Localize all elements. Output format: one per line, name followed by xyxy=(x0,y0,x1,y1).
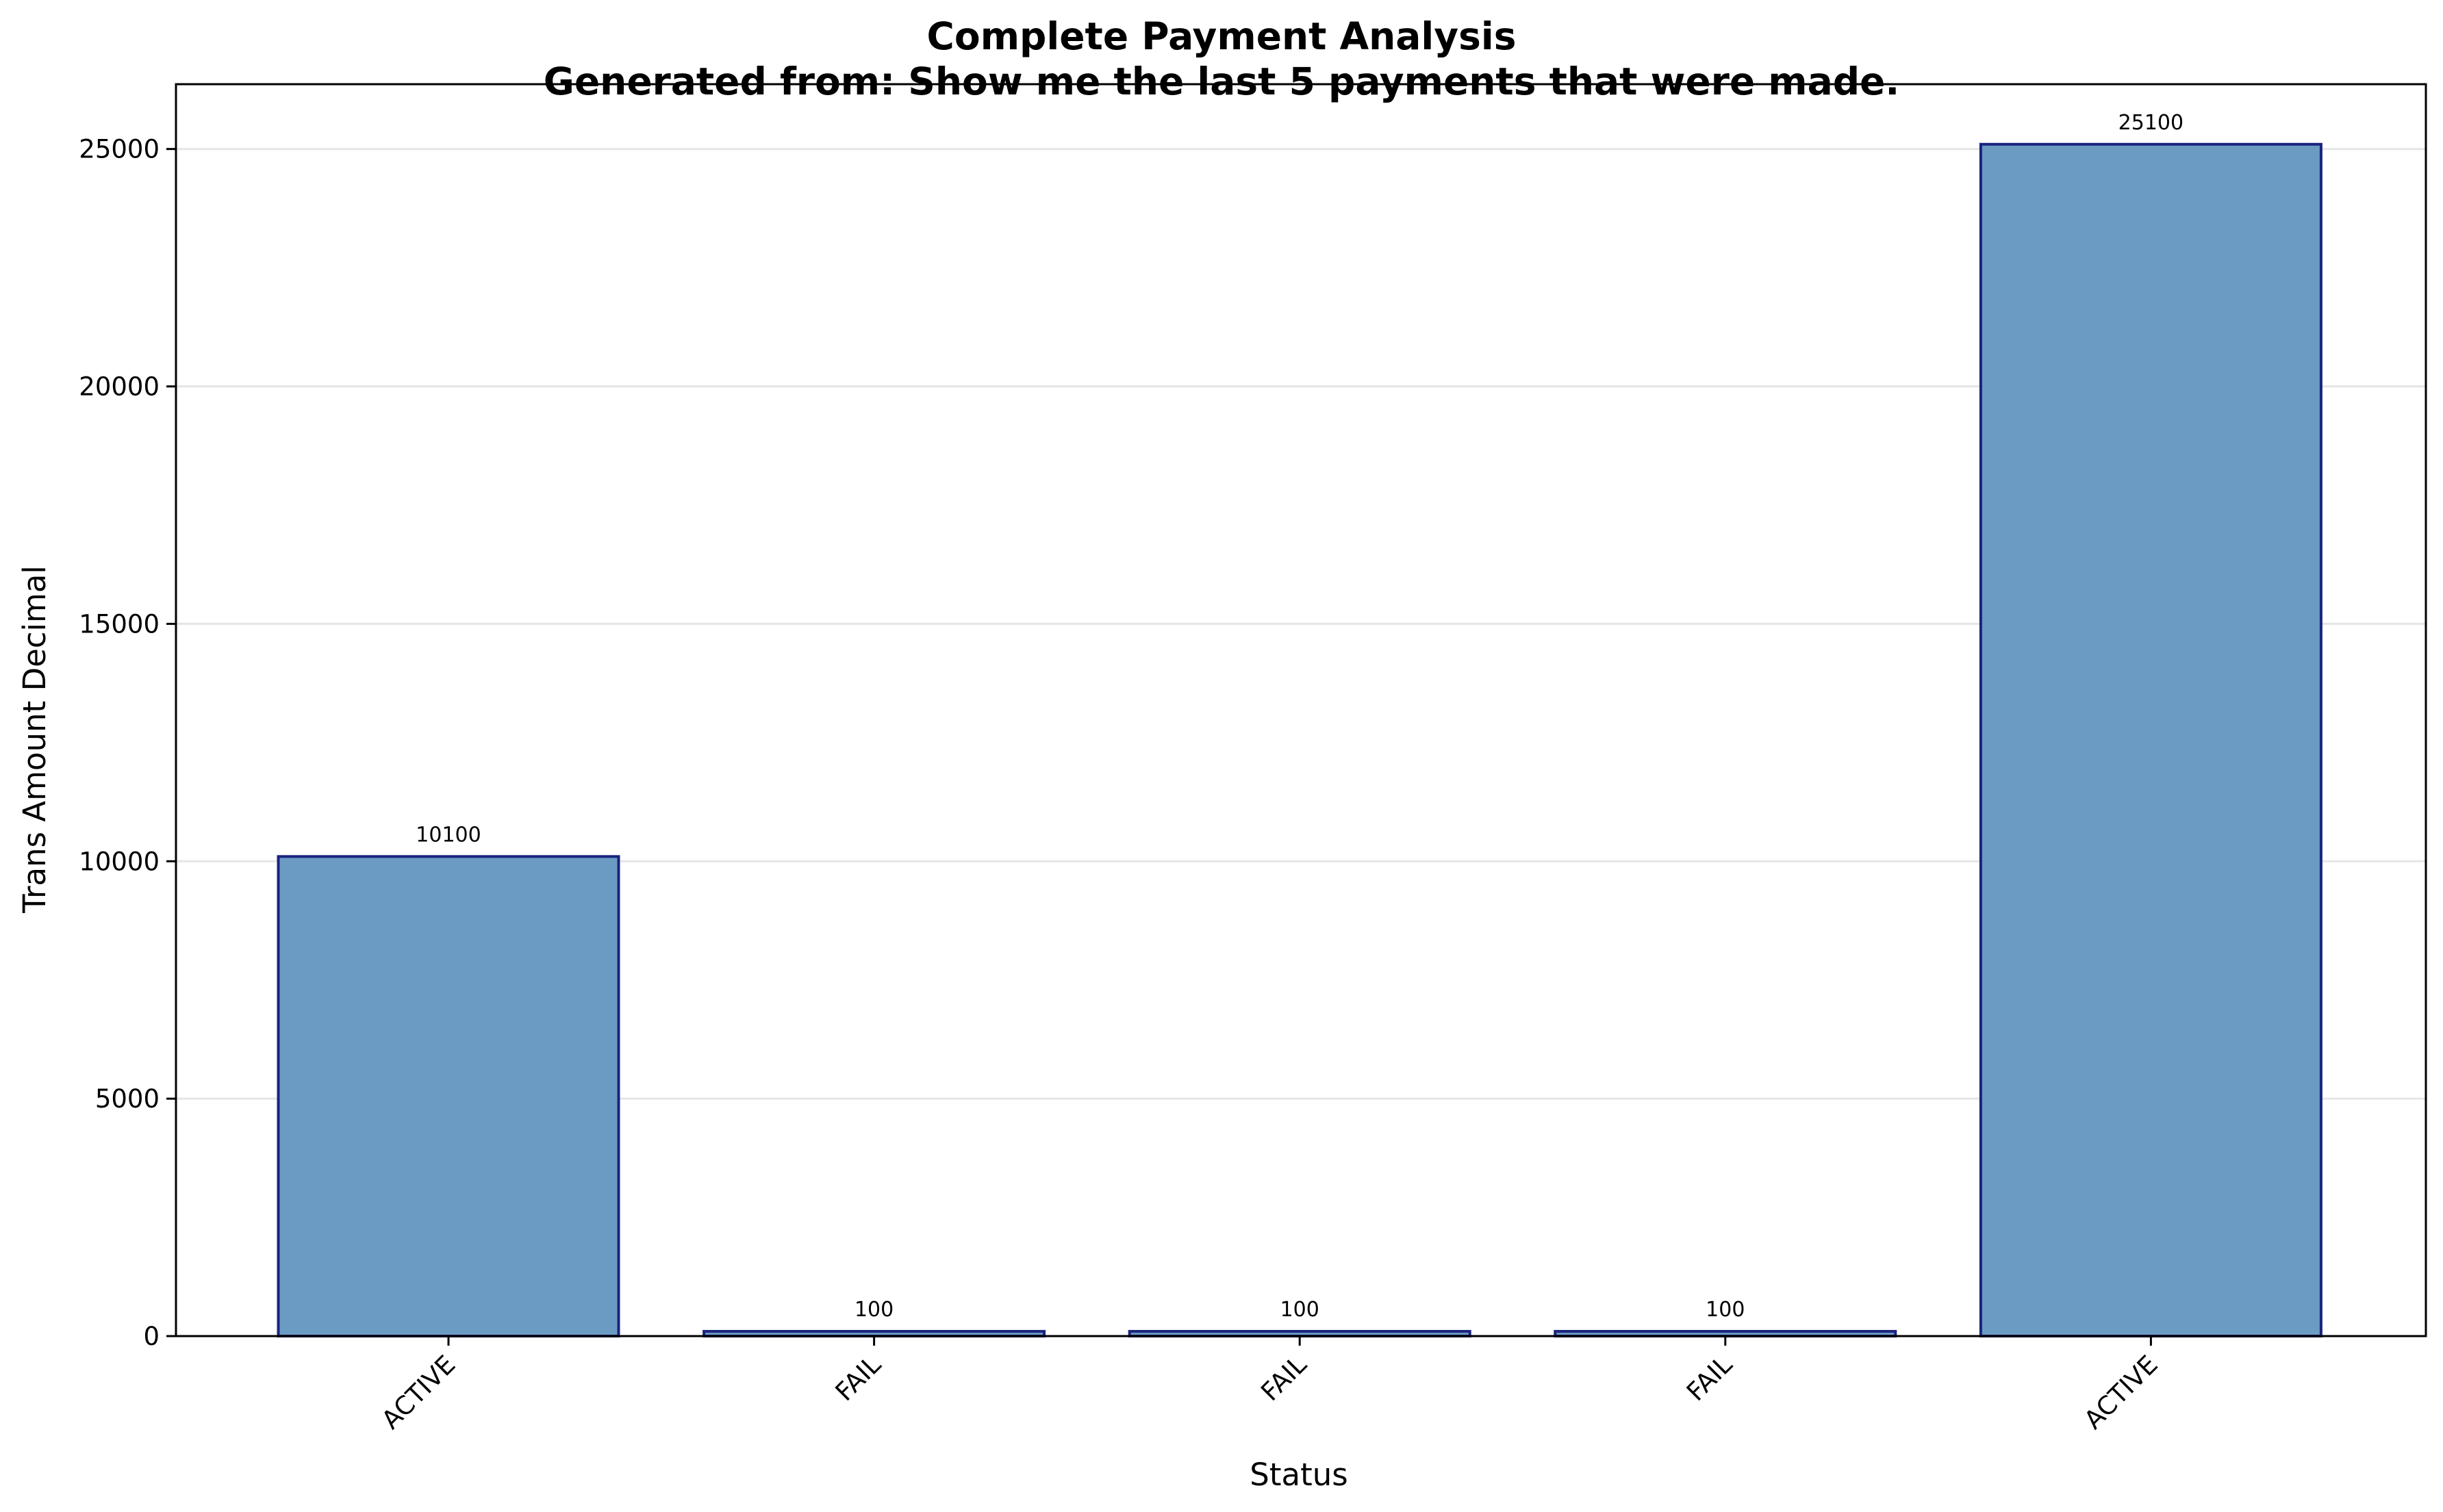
bar xyxy=(1979,142,2322,1337)
bar-data-label: 100 xyxy=(1280,1298,1319,1322)
x-axis-label: Status xyxy=(1250,1457,1347,1493)
y-tick-label: 0 xyxy=(143,1322,160,1351)
bar-data-label: 25100 xyxy=(2118,111,2183,135)
bar-data-label: 100 xyxy=(1706,1298,1745,1322)
chart-subtitle: Generated from: Show me the last 5 payme… xyxy=(544,60,1900,103)
y-tick-label: 15000 xyxy=(79,609,160,639)
y-axis-label: Trans Amount Decimal xyxy=(16,565,53,914)
bars xyxy=(277,142,2322,1338)
bar xyxy=(277,855,620,1338)
y-tick-label: 20000 xyxy=(79,372,160,402)
chart-title: Complete Payment Analysis xyxy=(927,14,1517,58)
bar-data-label: 10100 xyxy=(416,823,481,847)
plot-area-frame xyxy=(175,83,2427,1337)
data-labels: 10100 100 100 100 25100 xyxy=(416,111,2183,1322)
y-tick-label: 10000 xyxy=(79,847,160,876)
y-tick-label: 25000 xyxy=(79,135,160,164)
y-axis-ticks: 0 5000 10000 15000 20000 25000 xyxy=(79,135,176,1351)
bar-data-label: 100 xyxy=(855,1298,894,1322)
y-tick-label: 5000 xyxy=(95,1084,160,1114)
